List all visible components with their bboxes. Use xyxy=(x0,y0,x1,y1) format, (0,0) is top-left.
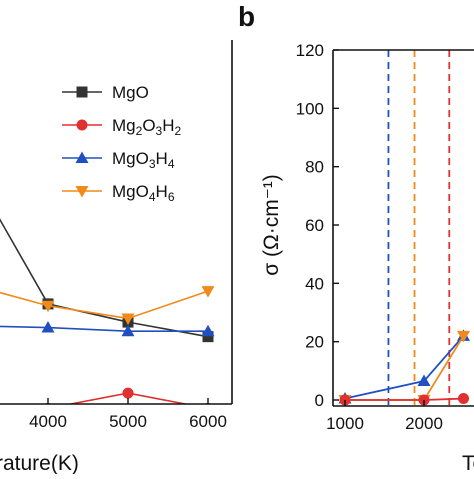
x-tick-label: 5000 xyxy=(109,412,147,431)
legend-marker-MgO xyxy=(76,86,88,98)
series-MgO3H4 xyxy=(0,321,215,337)
series-line-MgO xyxy=(0,218,209,338)
data-point-b-MgO4H6 xyxy=(457,330,470,343)
series-MgO4H6 xyxy=(0,286,215,325)
series-b-line-Mg2O3H2 xyxy=(345,397,464,401)
legend-label-Mg2O3H2: Mg2O3H2 xyxy=(112,116,182,138)
series-b-line-MgO3H4 xyxy=(344,335,465,400)
y-tick-label: 120 xyxy=(296,41,324,60)
series-b-line-MgO4H6 xyxy=(345,335,465,401)
series-line-MgO4H6 xyxy=(0,290,209,320)
legend-label-MgO3H4: MgO3H4 xyxy=(112,149,175,171)
data-point-b-MgO3H4 xyxy=(417,374,431,387)
data-point-b-Mg2O3H2 xyxy=(458,393,469,405)
data-point-MgO3H4 xyxy=(41,321,55,333)
series-line-Mg2O3H2 xyxy=(66,392,190,404)
x-tick-label-b: 2000 xyxy=(405,414,443,433)
series-b-MgO3H4 xyxy=(338,329,470,404)
legend-label-MgO4H6: MgO4H6 xyxy=(112,182,175,204)
y-tick-label: 100 xyxy=(296,99,324,118)
series-Mg2O3H2 xyxy=(44,387,212,404)
y-tick-label: 40 xyxy=(305,274,324,293)
y-axis-title-b: σ (Ω·cm⁻¹) xyxy=(260,174,283,276)
legend-marker-Mg2O3H2 xyxy=(76,119,88,131)
x-tick-label: 6000 xyxy=(189,412,227,431)
legend-marker-MgO3H4 xyxy=(75,151,89,163)
series-line-MgO3H4 xyxy=(0,325,208,333)
data-point-Mg2O3H2 xyxy=(122,387,134,399)
legend-marker-MgO4H6 xyxy=(75,186,89,198)
x-tick-label-b: 1000 xyxy=(326,414,364,433)
data-point-MgO xyxy=(202,331,214,343)
data-point-MgO4H6 xyxy=(121,313,135,325)
data-point-MgO3H4 xyxy=(121,324,135,337)
legend-label-MgO: MgO xyxy=(112,83,149,102)
data-point-MgO3H4 xyxy=(201,324,215,337)
data-point-MgO4H6 xyxy=(41,300,55,313)
y-tick-label: 60 xyxy=(305,216,324,235)
x-axis-title-b: Te xyxy=(462,452,474,474)
y-tick-label: 0 xyxy=(315,391,324,410)
x-axis-title: rature(K) xyxy=(0,452,79,474)
y-tick-label: 20 xyxy=(305,333,324,352)
x-tick-label: 4000 xyxy=(29,412,67,431)
panel-label-b: b xyxy=(238,1,255,32)
y-tick-label: 80 xyxy=(305,158,324,177)
data-point-MgO4H6 xyxy=(201,286,215,298)
